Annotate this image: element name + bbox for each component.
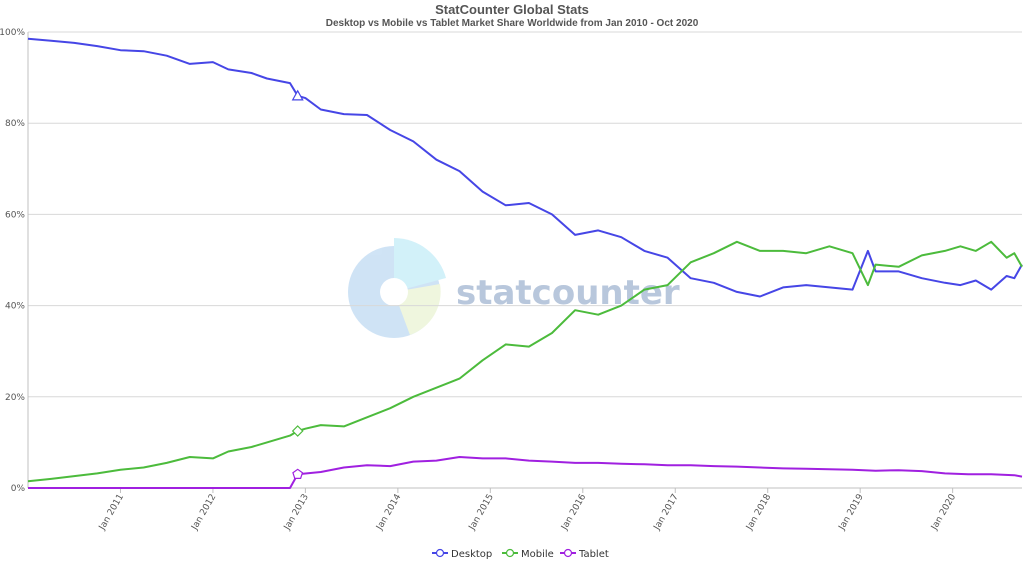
series-line-tablet bbox=[28, 456, 1023, 489]
x-tick-label: Jan 2018 bbox=[744, 492, 773, 532]
series-lines bbox=[27, 37, 1023, 489]
legend-marker-icon bbox=[435, 548, 445, 558]
tablet-marker bbox=[292, 468, 304, 479]
y-tick-label: 20% bbox=[5, 393, 25, 403]
legend-item-tablet[interactable]: Tablet bbox=[560, 548, 609, 560]
legend-label: Mobile bbox=[521, 549, 554, 560]
legend-label: Desktop bbox=[451, 549, 492, 560]
chart-subtitle: Desktop vs Mobile vs Tablet Market Share… bbox=[326, 18, 699, 29]
x-tick-label: Jan 2013 bbox=[282, 493, 311, 533]
y-axis: 0% 20% 40% 60% 80% 100% bbox=[0, 28, 25, 494]
y-tick-label: 60% bbox=[5, 210, 25, 220]
x-tick-label: Jan 2017 bbox=[652, 493, 681, 533]
y-tick-label: 40% bbox=[5, 302, 25, 312]
x-tick-label: Jan 2016 bbox=[559, 492, 588, 532]
y-tick-label: 80% bbox=[5, 119, 25, 129]
series-markers bbox=[291, 89, 304, 479]
series-line-desktop bbox=[27, 37, 1023, 298]
legend-marker-icon bbox=[505, 548, 515, 558]
y-tick-label: 0% bbox=[11, 484, 26, 494]
legend-marker-icon bbox=[563, 548, 573, 558]
mobile-marker bbox=[291, 425, 304, 437]
x-axis: Jan 2011 Jan 2012 Jan 2013 Jan 2014 Jan 2015… bbox=[97, 488, 958, 533]
legend-label: Tablet bbox=[578, 549, 609, 560]
legend-item-desktop[interactable]: Desktop bbox=[432, 548, 492, 560]
x-tick-label: Jan 2012 bbox=[190, 493, 219, 533]
desktop-marker bbox=[291, 89, 304, 101]
x-tick-label: Jan 2020 bbox=[929, 492, 958, 532]
chart-title: StatCounter Global Stats bbox=[435, 2, 589, 17]
legend: Desktop Mobile Tablet bbox=[432, 548, 609, 560]
grid-lines bbox=[27, 31, 1022, 489]
x-tick-label: Jan 2011 bbox=[97, 493, 126, 533]
x-tick-label: Jan 2019 bbox=[837, 492, 866, 532]
x-tick-label: Jan 2014 bbox=[374, 492, 403, 532]
statcounter-watermark: statcounter bbox=[348, 238, 680, 338]
series-line-mobile bbox=[27, 240, 1023, 483]
statcounter-logo-icon bbox=[348, 238, 446, 338]
y-tick-label: 100% bbox=[0, 28, 25, 38]
legend-item-mobile[interactable]: Mobile bbox=[502, 548, 554, 560]
watermark-text: statcounter bbox=[456, 273, 680, 313]
x-tick-label: Jan 2015 bbox=[467, 492, 496, 532]
